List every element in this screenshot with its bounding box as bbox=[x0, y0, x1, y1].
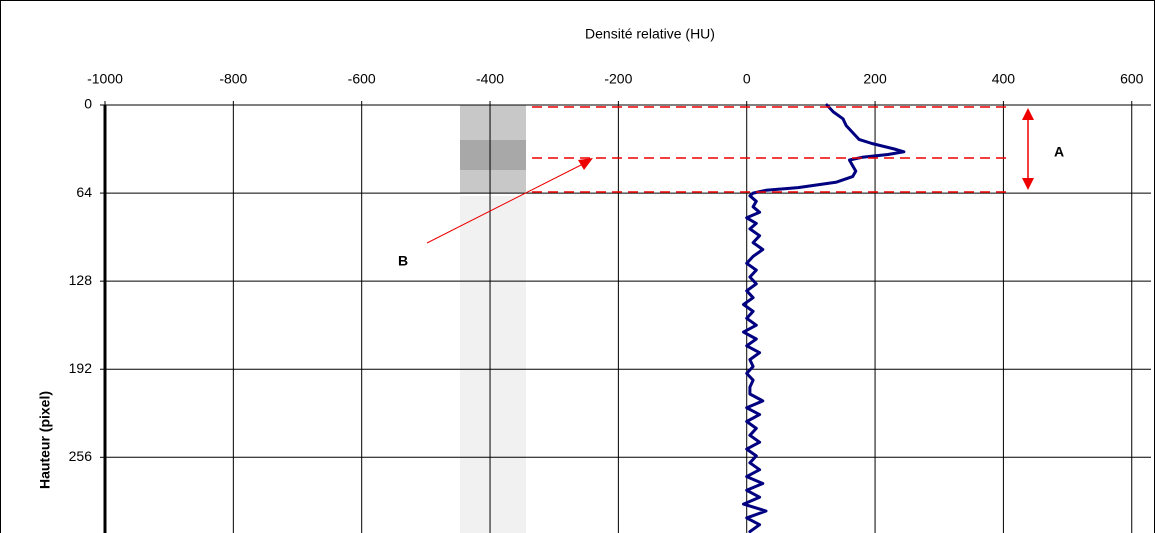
x-tick-label: -200 bbox=[604, 71, 632, 87]
x-tick-label: 0 bbox=[743, 71, 751, 87]
annotation-a: A bbox=[1054, 144, 1064, 160]
x-axis-title: Densité relative (HU) bbox=[585, 26, 715, 42]
y-tick-label: 256 bbox=[69, 448, 93, 464]
x-tick-label: 400 bbox=[992, 71, 1016, 87]
x-tick-label: -400 bbox=[476, 71, 504, 87]
chart: Densité relative (HU) Hauteur (pixel) -1… bbox=[0, 0, 1155, 533]
y-tick-label: 192 bbox=[69, 360, 93, 376]
annotation-b: B bbox=[398, 253, 408, 269]
scan-image bbox=[460, 105, 526, 533]
grid bbox=[100, 101, 1151, 533]
x-tick-label: -1000 bbox=[87, 71, 123, 87]
y-axis-title: Hauteur (pixel) bbox=[37, 391, 53, 489]
x-tick-label: -600 bbox=[348, 71, 376, 87]
y-tick-label: 64 bbox=[76, 184, 92, 200]
x-tick-label: 200 bbox=[863, 71, 887, 87]
x-tick-label: 600 bbox=[1120, 71, 1144, 87]
x-tick-label: -800 bbox=[219, 71, 247, 87]
frame bbox=[1, 1, 1155, 533]
density-line bbox=[744, 105, 904, 532]
y-tick-label: 128 bbox=[69, 272, 93, 288]
y-tick-label: 0 bbox=[84, 96, 92, 112]
